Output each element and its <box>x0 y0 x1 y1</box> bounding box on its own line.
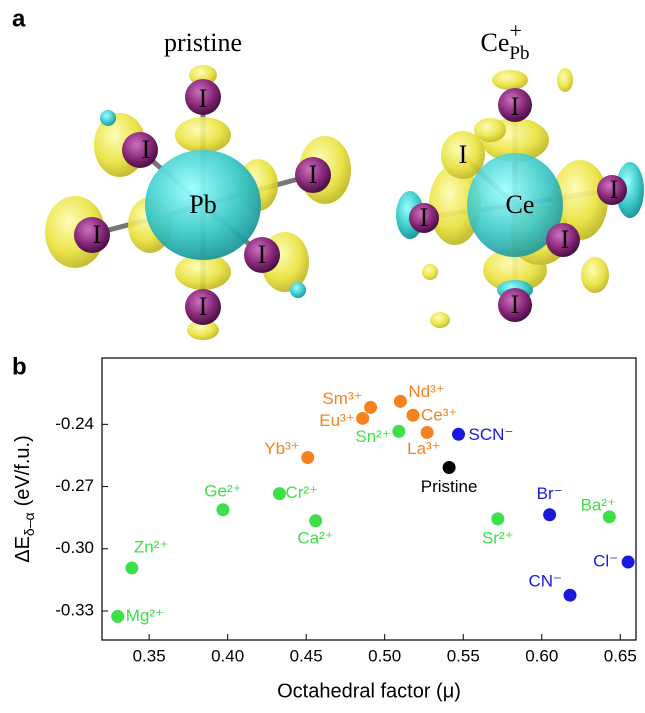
point <box>125 561 139 575</box>
title-base: Ce <box>481 28 510 57</box>
atom-label: I <box>199 84 208 113</box>
x-tick-label: 0.55 <box>447 646 480 665</box>
y-tick-label: -0.27 <box>55 476 94 495</box>
x-tick-label: 0.65 <box>604 646 637 665</box>
title-subscript: Pb <box>509 43 529 64</box>
title-superscript: + <box>509 18 521 43</box>
x-tick-label: 0.40 <box>211 646 244 665</box>
atom-label: I <box>610 175 619 204</box>
point <box>563 588 577 602</box>
point <box>301 451 315 465</box>
point <box>602 510 616 524</box>
atom-label: I <box>459 140 468 169</box>
point <box>406 408 420 422</box>
point <box>364 400 378 414</box>
atom-label: I <box>93 220 102 249</box>
point <box>543 508 557 522</box>
y-axis-label: ΔEδ–α (eV/f.u.) <box>12 435 36 563</box>
atom-label: I <box>561 225 570 254</box>
point-label: Eu³⁺ <box>319 411 354 430</box>
panel-label: a <box>12 5 26 32</box>
point <box>452 427 466 441</box>
point <box>216 503 230 517</box>
x-tick-label: 0.45 <box>290 646 323 665</box>
point-label: Pristine <box>421 477 478 496</box>
atom-label: I <box>309 160 318 189</box>
point-label: Cl⁻ <box>593 552 618 571</box>
point <box>420 425 434 439</box>
atom-label: I <box>420 203 429 232</box>
point-label: La³⁺ <box>407 439 441 458</box>
x-tick-label: 0.50 <box>368 646 401 665</box>
point <box>392 424 406 438</box>
atom-label: I <box>511 92 520 121</box>
point-label: Cr²⁺ <box>285 483 318 502</box>
ce-structure <box>396 68 644 328</box>
y-label-sub: δ–α <box>21 512 37 536</box>
atom-label: I <box>258 240 267 269</box>
point-label: Ba²⁺ <box>581 495 616 514</box>
atom-label: I <box>142 135 151 164</box>
pristine-structure <box>45 65 351 340</box>
atom-label: I <box>199 292 208 321</box>
point-label: Sm³⁺ <box>322 389 362 408</box>
x-tick-label: 0.60 <box>525 646 558 665</box>
point-label: Ge²⁺ <box>204 481 241 500</box>
y-label-unit: (eV/f.u.) <box>12 435 34 506</box>
y-tick-label: -0.33 <box>55 600 94 619</box>
x-axis-label: Octahedral factor (μ) <box>277 680 461 702</box>
point-label: Yb³⁺ <box>264 439 299 458</box>
atom-label: Ce <box>506 190 535 219</box>
point <box>111 609 125 623</box>
point-label: Ce³⁺ <box>421 406 457 425</box>
point-label: CN⁻ <box>529 572 563 591</box>
point <box>272 487 286 501</box>
point <box>621 555 635 569</box>
point-label: Sn²⁺ <box>355 427 390 446</box>
point-label: Zn²⁺ <box>134 538 168 557</box>
atom-label: Pb <box>189 190 216 219</box>
atom-label: I <box>511 290 520 319</box>
point-label: SCN⁻ <box>469 425 514 444</box>
point <box>356 411 370 425</box>
point-label: Ca²⁺ <box>297 528 333 547</box>
point-label: Sr²⁺ <box>482 528 514 547</box>
plot-frame <box>101 357 637 641</box>
structure-title: pristine <box>164 28 242 57</box>
point-label: Br⁻ <box>537 484 563 503</box>
point <box>393 394 407 408</box>
point <box>442 460 456 474</box>
point <box>309 514 323 528</box>
x-tick-label: 0.35 <box>133 646 166 665</box>
y-tick-label: -0.30 <box>55 538 94 557</box>
structure-title: CePb+ <box>481 18 530 64</box>
panel-label: b <box>12 353 27 380</box>
y-label-main: ΔE <box>12 536 34 563</box>
point-label: Nd³⁺ <box>408 382 444 401</box>
point <box>491 512 505 526</box>
y-tick-label: -0.24 <box>55 414 94 433</box>
point-label: Mg²⁺ <box>126 606 164 625</box>
